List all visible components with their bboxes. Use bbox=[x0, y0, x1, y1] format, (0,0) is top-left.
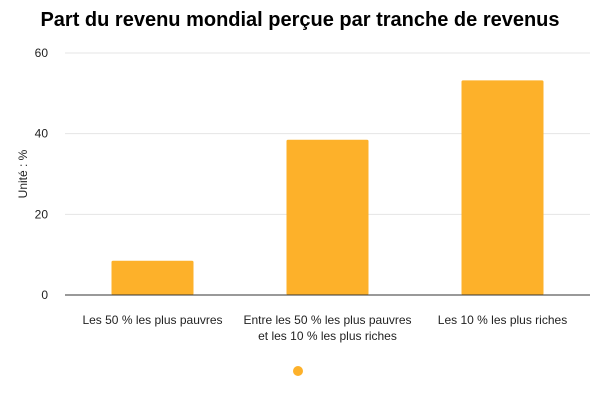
x-category-label: et les 10 % les plus riches bbox=[258, 329, 397, 343]
x-category-label: Les 50 % les plus pauvres bbox=[82, 313, 222, 327]
bar bbox=[111, 260, 194, 295]
chart-title: Part du revenu mondial perçue par tranch… bbox=[40, 9, 559, 31]
legend-marker bbox=[293, 366, 303, 376]
x-category-label: Les 10 % les plus riches bbox=[438, 313, 567, 327]
bar bbox=[286, 139, 369, 295]
y-tick-label: 40 bbox=[35, 127, 49, 141]
y-tick-label: 60 bbox=[35, 46, 49, 60]
bars bbox=[111, 80, 544, 295]
y-tick-label: 0 bbox=[41, 288, 48, 302]
x-category-label: Entre les 50 % les plus pauvres bbox=[243, 313, 411, 327]
y-tick-label: 20 bbox=[35, 207, 49, 221]
y-axis-ticks: 0 20 40 60 bbox=[35, 46, 49, 302]
x-axis-labels: Les 50 % les plus pauvres Entre les 50 % … bbox=[82, 313, 567, 343]
bar bbox=[461, 80, 544, 295]
y-axis-label: Unité : % bbox=[16, 149, 30, 198]
